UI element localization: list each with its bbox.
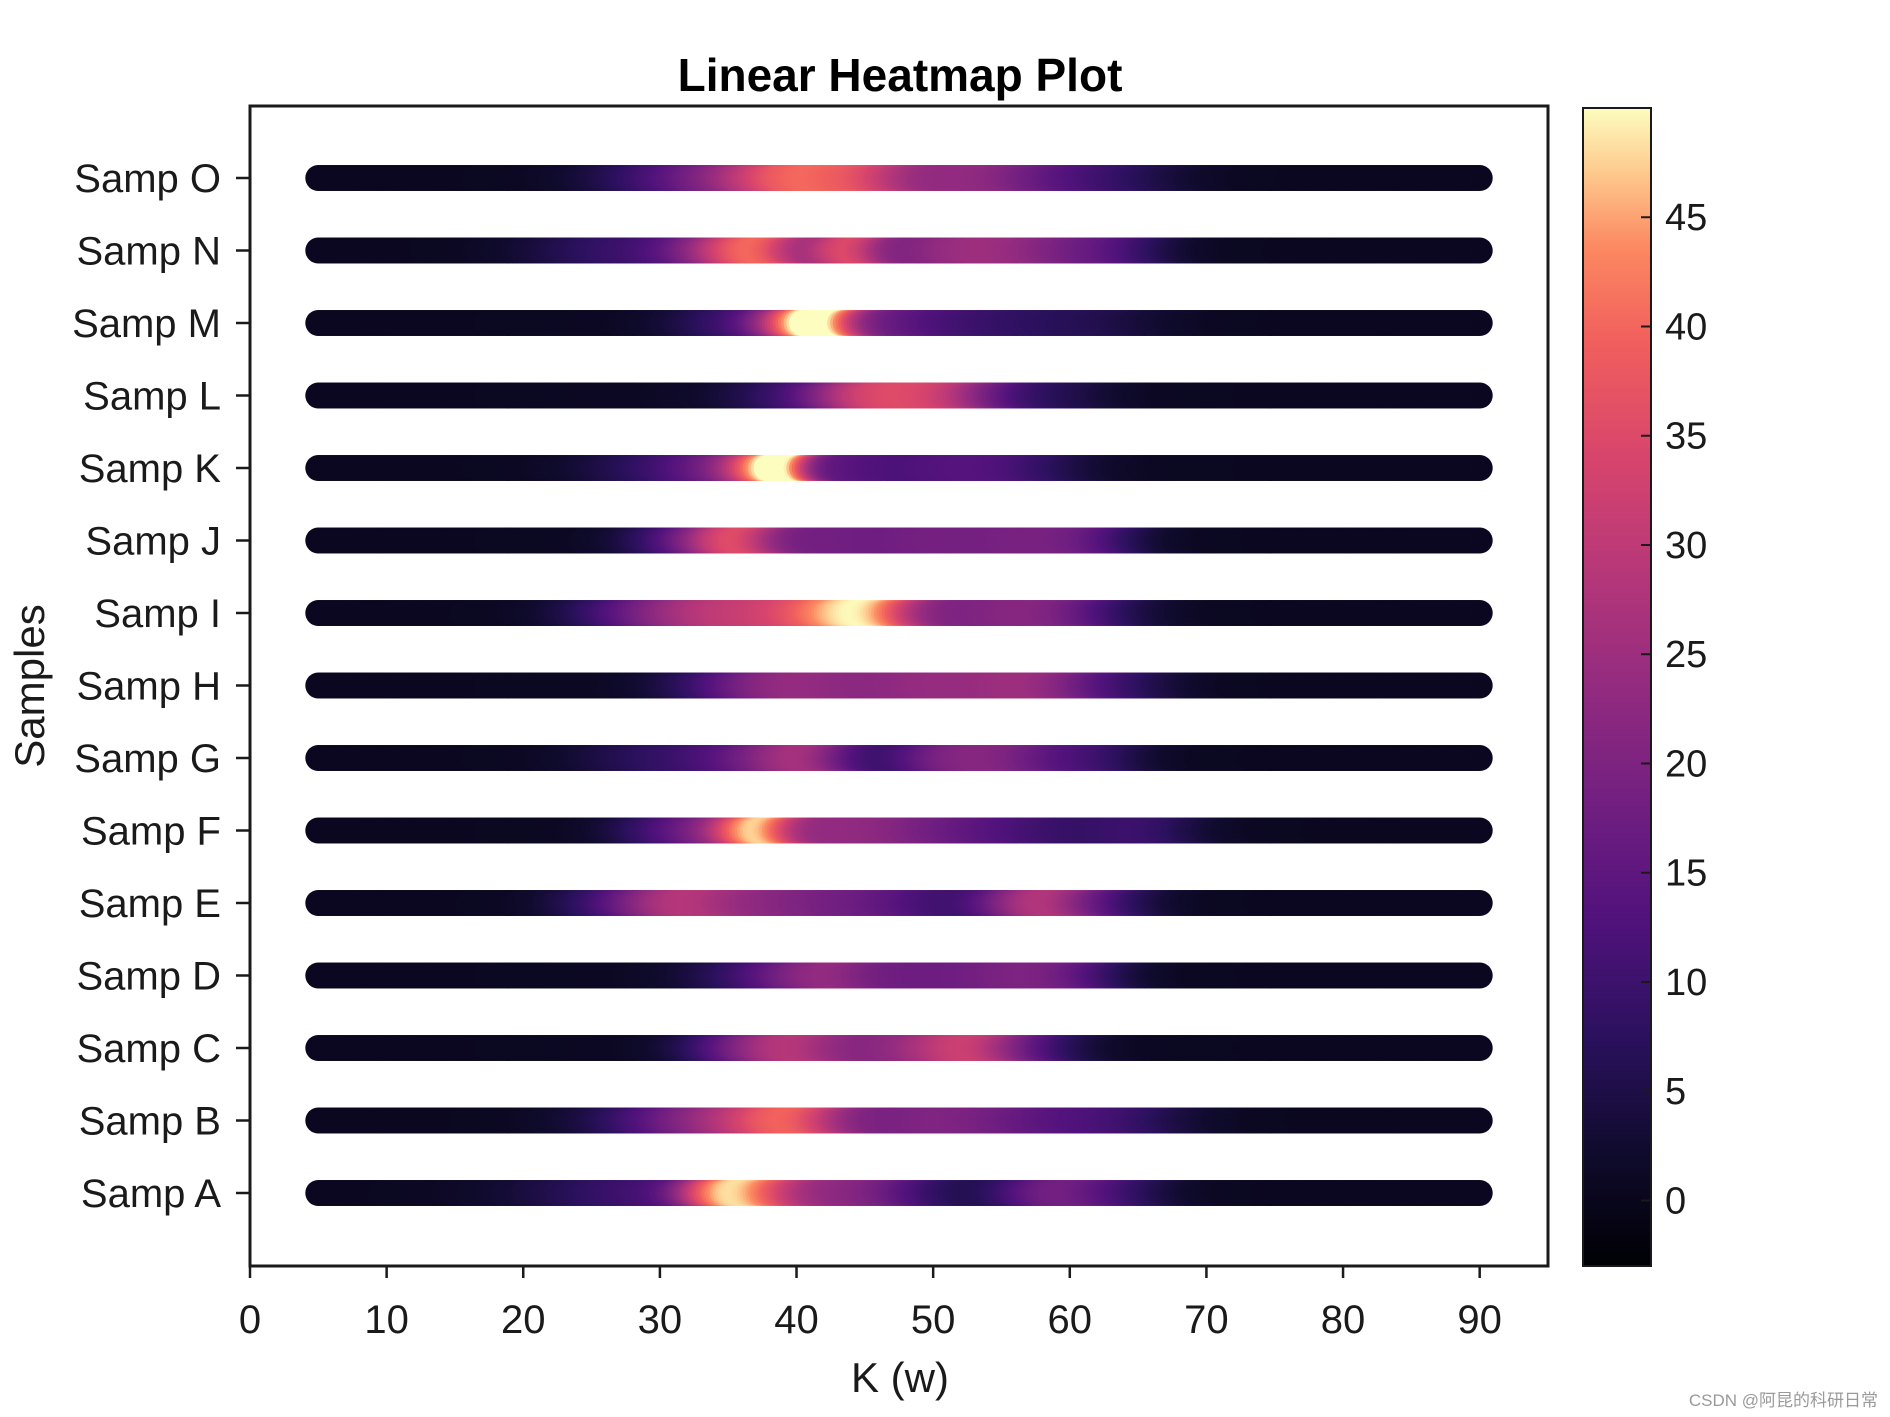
heat-point xyxy=(1466,1107,1493,1134)
heat-row xyxy=(305,600,1493,626)
heat-point xyxy=(1466,527,1493,554)
heat-point xyxy=(1466,745,1493,771)
chart-title: Linear Heatmap Plot xyxy=(678,49,1123,101)
plot-area xyxy=(305,165,1493,1206)
heat-row xyxy=(305,455,1493,481)
heat-point xyxy=(1466,1035,1493,1061)
heat-row xyxy=(305,1180,1493,1206)
heat-point xyxy=(1466,600,1493,626)
heat-row xyxy=(305,1107,1493,1134)
heat-row xyxy=(305,672,1493,699)
heat-point xyxy=(1466,962,1493,989)
heat-point xyxy=(1466,1180,1493,1206)
heat-row xyxy=(305,962,1493,989)
heat-point xyxy=(1466,455,1493,481)
heat-row xyxy=(305,817,1493,844)
heat-point xyxy=(1466,890,1493,916)
heat-row xyxy=(305,745,1493,771)
heat-row xyxy=(305,382,1493,409)
heat-point xyxy=(1466,817,1493,844)
heat-point xyxy=(1466,672,1493,699)
heat-row xyxy=(305,890,1493,916)
heat-row xyxy=(305,1035,1493,1061)
heat-row xyxy=(305,527,1493,554)
